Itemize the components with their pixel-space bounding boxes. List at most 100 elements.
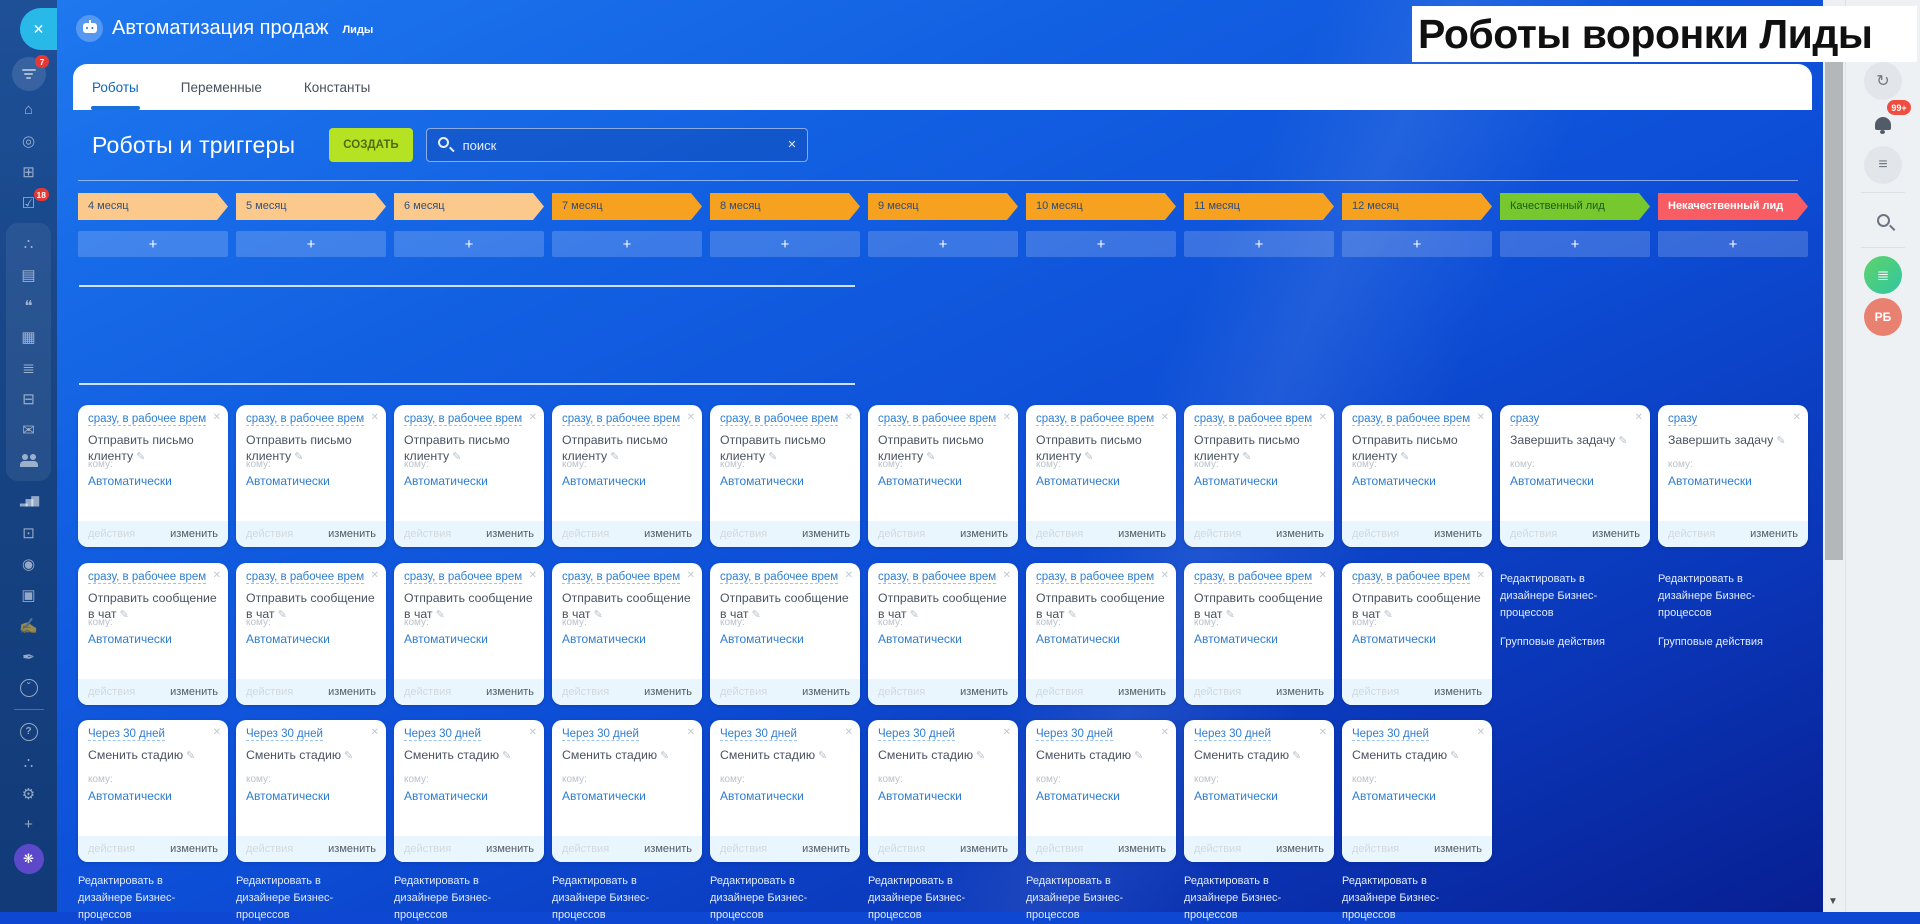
edit-link[interactable]: изменить bbox=[1118, 686, 1166, 698]
robot-schedule-link[interactable]: Через 30 дней bbox=[562, 728, 639, 741]
actions-link[interactable]: действия bbox=[1352, 686, 1400, 698]
edit-link[interactable]: изменить bbox=[1434, 528, 1482, 540]
close-icon[interactable]: ✕ bbox=[686, 727, 695, 738]
edit-link[interactable]: изменить bbox=[170, 686, 218, 698]
edit-link[interactable]: изменить bbox=[1118, 843, 1166, 855]
search-input[interactable] bbox=[425, 128, 808, 162]
close-icon[interactable]: ✕ bbox=[212, 727, 221, 738]
sidebar-item-more[interactable]: ˇ bbox=[0, 672, 57, 703]
sidebar-item-crm-funnel[interactable]: 7 bbox=[0, 54, 57, 94]
designer-link[interactable]: Редактировать в дизайнере Бизнес-процесс… bbox=[1342, 875, 1440, 922]
edit-pencil-icon[interactable]: ✎ bbox=[1400, 450, 1410, 463]
designer-link[interactable]: Редактировать в дизайнере Бизнес-процесс… bbox=[78, 875, 176, 922]
sidebar-item-workflows[interactable]: ✍ bbox=[0, 610, 57, 641]
actions-link[interactable]: действия bbox=[88, 843, 136, 855]
edit-link[interactable]: изменить bbox=[802, 528, 850, 540]
designer-link[interactable]: Редактировать в дизайнере Бизнес-процесс… bbox=[236, 875, 334, 922]
close-icon[interactable]: ✕ bbox=[1002, 412, 1011, 423]
edit-pencil-icon[interactable]: ✎ bbox=[1134, 750, 1144, 762]
sidebar-item-network[interactable]: ∴ bbox=[0, 747, 57, 778]
actions-link[interactable]: действия bbox=[1352, 528, 1400, 540]
edit-link[interactable]: изменить bbox=[170, 528, 218, 540]
robot-schedule-link[interactable]: сразу, в рабочее врем... bbox=[88, 571, 206, 584]
edit-link[interactable]: изменить bbox=[802, 843, 850, 855]
close-icon[interactable]: ✕ bbox=[370, 412, 379, 423]
robot-schedule-link[interactable]: сразу, в рабочее время bbox=[878, 413, 996, 426]
robot-schedule-link[interactable]: Через 30 дней bbox=[1352, 728, 1429, 741]
edit-pencil-icon[interactable]: ✎ bbox=[277, 608, 287, 621]
assignee-link[interactable]: Автоматически bbox=[404, 789, 488, 803]
robot-schedule-link[interactable]: Через 30 дней bbox=[88, 728, 165, 741]
edit-pencil-icon[interactable]: ✎ bbox=[344, 750, 354, 762]
stage-header[interactable]: 8 месяц bbox=[710, 193, 860, 220]
robot-schedule-link[interactable]: Через 30 дней bbox=[878, 728, 955, 741]
edit-link[interactable]: изменить bbox=[1276, 686, 1324, 698]
edit-link[interactable]: изменить bbox=[960, 528, 1008, 540]
stage-header[interactable]: Некачественный лид bbox=[1658, 193, 1808, 220]
close-icon[interactable]: ✕ bbox=[212, 570, 221, 581]
close-icon[interactable]: ✕ bbox=[1318, 570, 1327, 581]
edit-link[interactable]: изменить bbox=[486, 686, 534, 698]
close-icon[interactable]: ✕ bbox=[1318, 412, 1327, 423]
edit-pencil-icon[interactable]: ✎ bbox=[926, 450, 936, 463]
actions-link[interactable]: действия bbox=[562, 528, 610, 540]
assignee-link[interactable]: Автоматически bbox=[88, 789, 172, 803]
close-icon[interactable]: ✕ bbox=[1002, 727, 1011, 738]
actions-link[interactable]: действия bbox=[878, 686, 926, 698]
create-button[interactable]: СОЗДАТЬ bbox=[329, 128, 413, 162]
assignee-link[interactable]: Автоматически bbox=[1668, 474, 1752, 488]
edit-link[interactable]: изменить bbox=[960, 686, 1008, 698]
add-robot-button[interactable]: + bbox=[552, 231, 702, 257]
tab-constants[interactable]: Константы bbox=[303, 79, 371, 95]
add-robot-button[interactable]: + bbox=[868, 231, 1018, 257]
actions-link[interactable]: действия bbox=[1352, 843, 1400, 855]
edit-pencil-icon[interactable]: ✎ bbox=[1242, 450, 1252, 463]
group-actions-link[interactable]: Групповые действия bbox=[1658, 636, 1763, 649]
edit-pencil-icon[interactable]: ✎ bbox=[818, 750, 828, 762]
edit-pencil-icon[interactable]: ✎ bbox=[593, 608, 603, 621]
robot-schedule-link[interactable]: сразу, в рабочее врем... bbox=[404, 571, 522, 584]
edit-pencil-icon[interactable]: ✎ bbox=[119, 608, 129, 621]
actions-link[interactable]: действия bbox=[562, 843, 610, 855]
actions-link[interactable]: действия bbox=[404, 686, 452, 698]
designer-link[interactable]: Редактировать в дизайнере Бизнес-процесс… bbox=[552, 875, 650, 922]
sidebar-item-analytics[interactable]: ▂▅▇ bbox=[0, 486, 57, 517]
robot-schedule-link[interactable]: Через 30 дней bbox=[404, 728, 481, 741]
sidebar-item-drive[interactable]: ⊟ bbox=[6, 383, 51, 414]
assignee-link[interactable]: Автоматически bbox=[1194, 474, 1278, 488]
edit-pencil-icon[interactable]: ✎ bbox=[1292, 750, 1302, 762]
assignee-link[interactable]: Автоматически bbox=[1352, 632, 1436, 646]
edit-pencil-icon[interactable]: ✎ bbox=[976, 750, 986, 762]
edit-link[interactable]: изменить bbox=[328, 843, 376, 855]
assignee-link[interactable]: Автоматически bbox=[562, 789, 646, 803]
edit-pencil-icon[interactable]: ✎ bbox=[610, 450, 620, 463]
stage-header[interactable]: 11 месяц bbox=[1184, 193, 1334, 220]
robot-schedule-link[interactable]: сразу, в рабочее время bbox=[404, 413, 522, 426]
assignee-link[interactable]: Автоматически bbox=[1036, 789, 1120, 803]
robot-schedule-link[interactable]: сразу, в рабочее врем... bbox=[720, 571, 838, 584]
add-robot-button[interactable]: + bbox=[710, 231, 860, 257]
stage-header[interactable]: Качественный лид bbox=[1500, 193, 1650, 220]
actions-link[interactable]: действия bbox=[404, 843, 452, 855]
actions-link[interactable]: действия bbox=[88, 528, 136, 540]
stage-header[interactable]: 6 месяц bbox=[394, 193, 544, 220]
clear-search-icon[interactable]: ✕ bbox=[787, 139, 797, 151]
robot-schedule-link[interactable]: сразу bbox=[1510, 413, 1540, 426]
robot-schedule-link[interactable]: Через 30 дней bbox=[1194, 728, 1271, 741]
robot-schedule-link[interactable]: сразу, в рабочее время bbox=[1352, 413, 1470, 426]
close-icon[interactable]: ✕ bbox=[844, 570, 853, 581]
add-robot-button[interactable]: + bbox=[1658, 231, 1808, 257]
edit-pencil-icon[interactable]: ✎ bbox=[1618, 435, 1628, 447]
sidebar-item-settings[interactable]: ⚙ bbox=[0, 778, 57, 809]
assignee-link[interactable]: Автоматически bbox=[1036, 632, 1120, 646]
add-robot-button[interactable]: + bbox=[1026, 231, 1176, 257]
sidebar-item-calendar[interactable]: ▦ bbox=[6, 321, 51, 352]
edit-pencil-icon[interactable]: ✎ bbox=[660, 750, 670, 762]
tab-variables[interactable]: Переменные bbox=[180, 79, 262, 95]
assignee-link[interactable]: Автоматически bbox=[246, 474, 330, 488]
right-sidebar-news[interactable]: ≣ bbox=[1864, 256, 1902, 294]
assignee-link[interactable]: Автоматически bbox=[720, 632, 804, 646]
actions-link[interactable]: действия bbox=[404, 528, 452, 540]
assignee-link[interactable]: Автоматически bbox=[1194, 789, 1278, 803]
close-icon[interactable]: ✕ bbox=[370, 727, 379, 738]
